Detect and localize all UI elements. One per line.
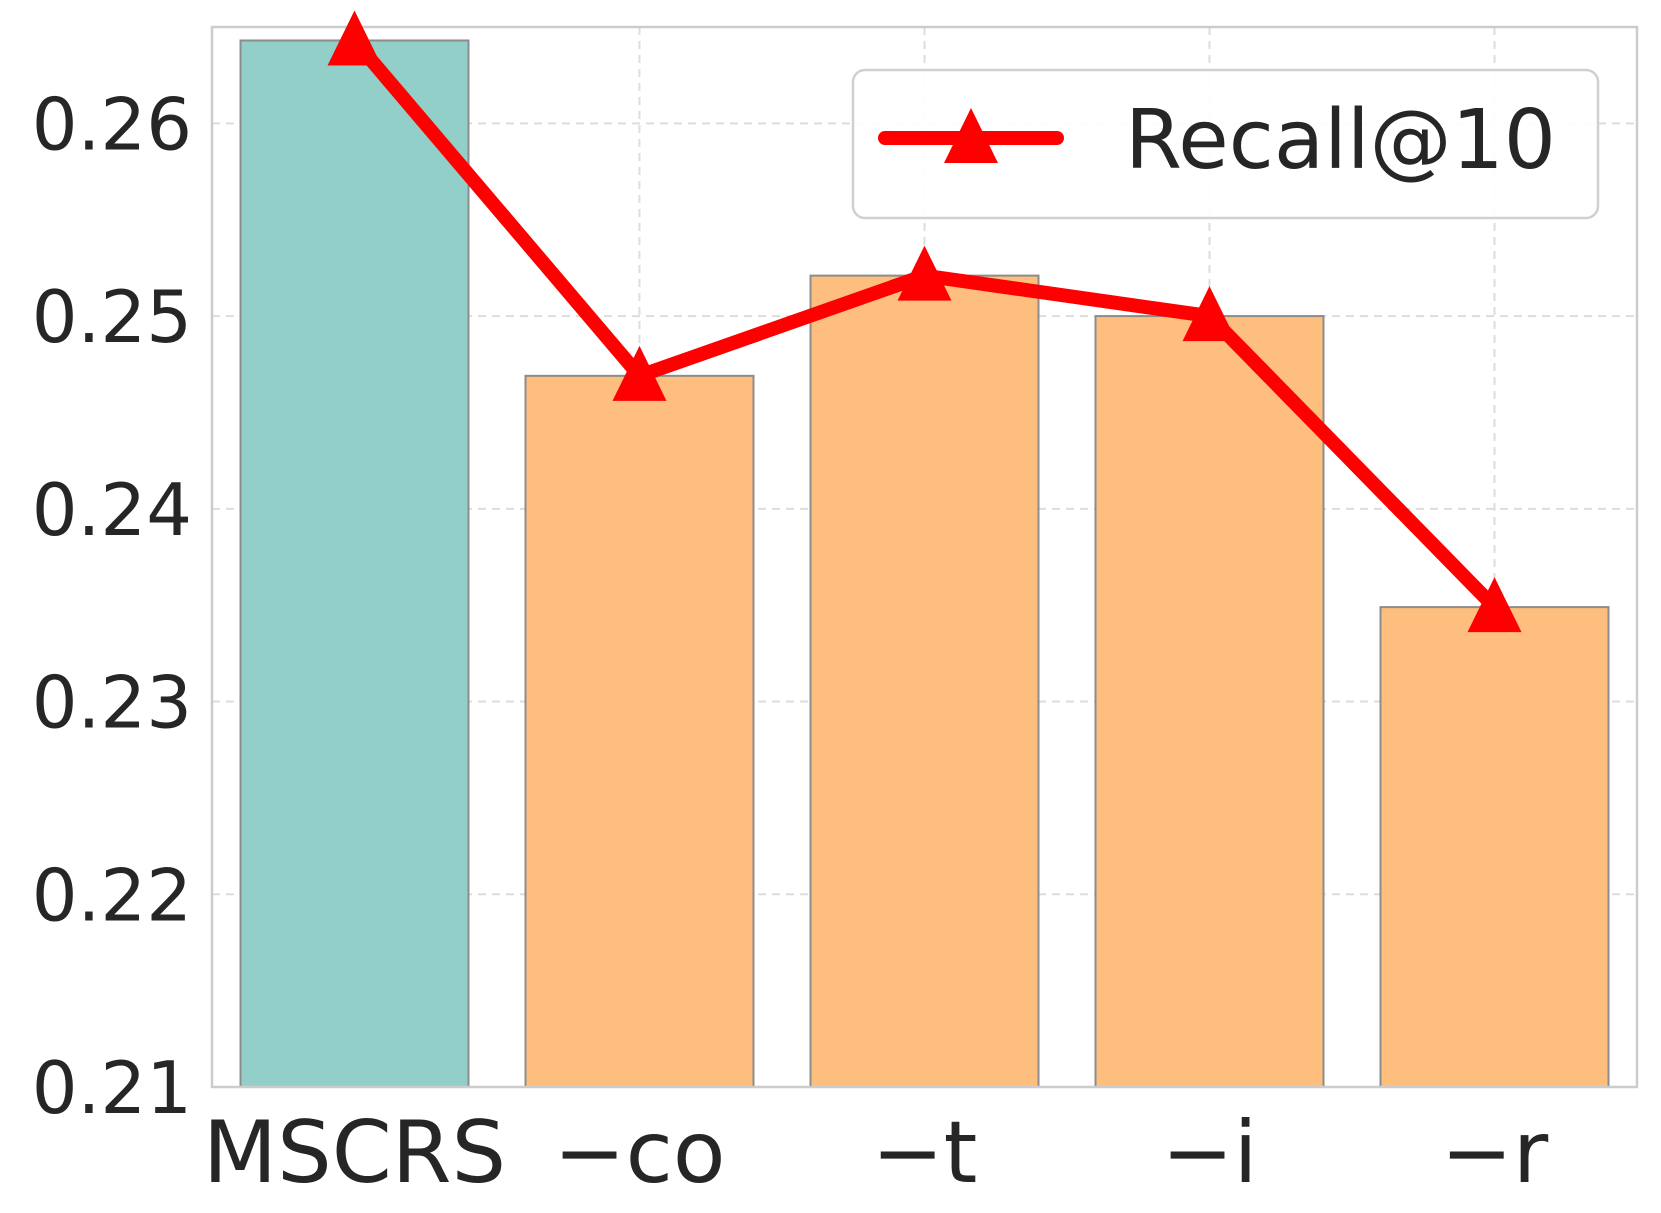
x-tick-label: −i (1162, 1103, 1258, 1203)
x-tick-label: −r (1441, 1103, 1549, 1203)
y-tick-label: 0.23 (32, 661, 192, 745)
y-tick-label: 0.24 (32, 468, 192, 552)
plot-area-frame (210, 25, 1639, 1089)
line-marker-2 (897, 245, 952, 301)
y-tick-label: 0.26 (32, 82, 192, 166)
legend-marker-triangle (944, 108, 998, 163)
line-marker-4 (1467, 577, 1522, 633)
bar-0 (239, 39, 470, 1088)
bar-1 (524, 374, 755, 1088)
line-marker-3 (1182, 286, 1237, 342)
y-axis-ticks: 0.21 0.22 0.23 0.24 0.25 0.26 (32, 82, 192, 1130)
legend-label: Recall@10 (1125, 93, 1556, 188)
line-layer (327, 10, 1522, 633)
x-tick-label: −co (554, 1103, 726, 1203)
x-tick-label: MSCRS (203, 1103, 506, 1203)
bar-4 (1379, 606, 1610, 1088)
bar-2 (809, 274, 1040, 1089)
x-axis-ticks: MSCRS −co −t −i −r (203, 1103, 1549, 1203)
y-tick-label: 0.25 (32, 275, 192, 359)
bar-3 (1094, 315, 1325, 1089)
x-tick-label: −t (872, 1103, 978, 1203)
y-tick-label: 0.22 (32, 853, 192, 937)
legend: Recall@10 (851, 68, 1600, 220)
y-tick-label: 0.21 (32, 1046, 192, 1130)
line-marker-0 (327, 10, 382, 66)
legend-box (851, 68, 1600, 220)
line-marker-1 (612, 345, 667, 401)
